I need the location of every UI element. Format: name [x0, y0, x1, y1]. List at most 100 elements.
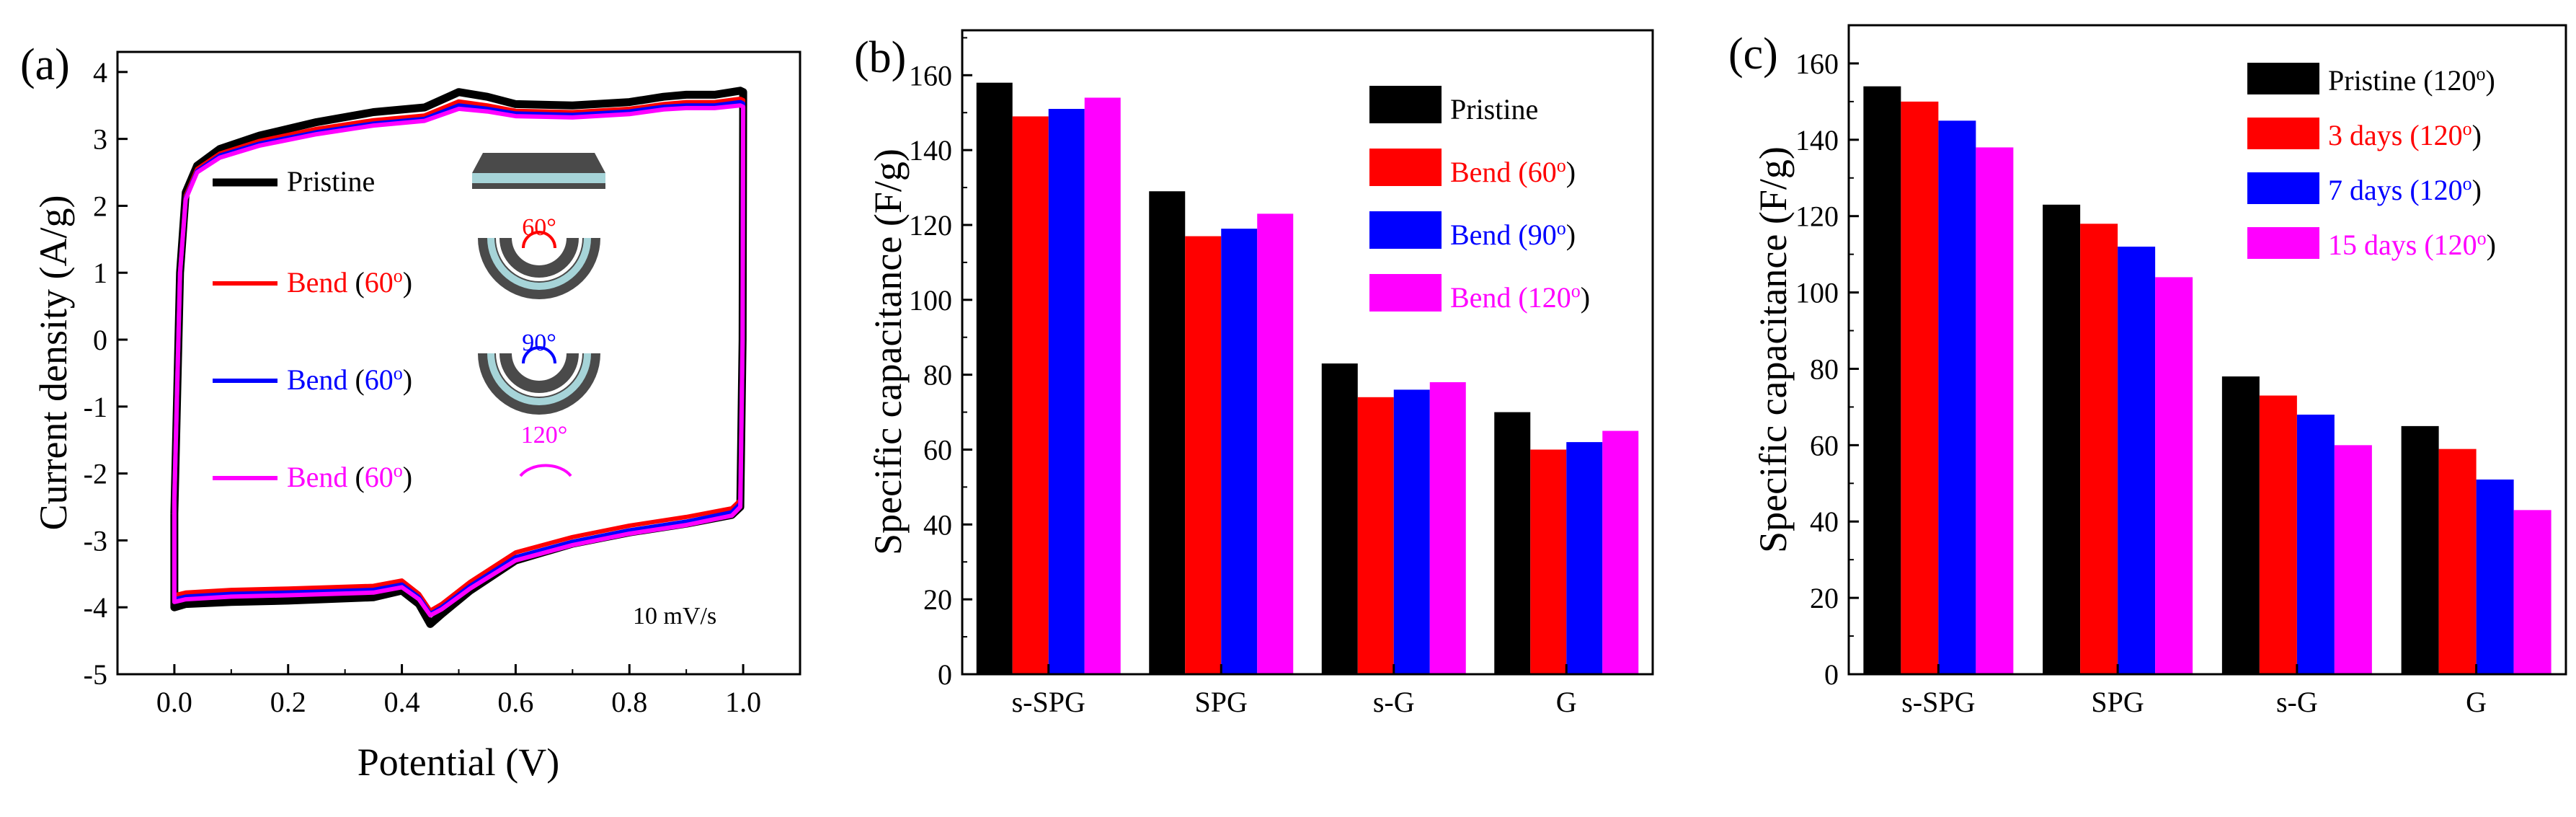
y-axis-title-b: Specific capacitance (F/g) — [866, 149, 910, 555]
y-tick-label: 20 — [1810, 582, 1839, 614]
y-tick-label: 140 — [909, 134, 952, 167]
x-tick-label-a: 0.4 — [384, 686, 420, 718]
bar-s-SPG-4 — [1976, 147, 2014, 675]
legend-entry-3: 7 days (120o) — [2328, 173, 2482, 207]
bend-120-angle-label: 120° — [521, 422, 568, 449]
y-tick-label: 0 — [1824, 658, 1839, 691]
legend-swatch — [1369, 211, 1442, 249]
bar-SPG-3 — [1221, 229, 1258, 675]
legend-entry-a-4: Bend (60o) — [287, 460, 412, 494]
axis-ticks-c: s-SPG SPG s-G G 0 20 40 60 80 100 120 140 160 — [1795, 48, 2487, 718]
bar-SPG-4 — [2155, 277, 2193, 675]
cv-curves — [170, 87, 747, 628]
y-tick-label: 140 — [1795, 124, 1839, 156]
x-tick-label: s-G — [1373, 686, 1415, 718]
flat-device-icon — [472, 153, 605, 173]
bar-G-2 — [1530, 449, 1567, 674]
legend-entry-2: 3 days (120o) — [2328, 118, 2482, 152]
bend-60-icon-outer — [478, 238, 600, 299]
legend-entry-a-3: Bend (60o) — [287, 363, 412, 397]
legend-entry-4: Bend (120o) — [1450, 281, 1590, 314]
bend-60-icon-layer — [487, 238, 591, 290]
bending-inset: 60° 90° 120° — [472, 153, 605, 477]
bar-s-SPG-1 — [1863, 86, 1901, 675]
x-tick-label-a: 0.2 — [270, 686, 306, 718]
legend-entry-4: 15 days (120o) — [2328, 228, 2496, 262]
y-tick-label-a: -4 — [84, 591, 107, 624]
bend-90-icon-angle-arc — [522, 346, 556, 364]
bar-s-G-2 — [2259, 395, 2297, 674]
bend-120-arc — [519, 464, 572, 477]
x-axis-title-a: Potential (V) — [357, 741, 559, 784]
axis-ticks-b: s-SPG SPG s-G G 0 20 40 60 80 100 120 140 160 — [909, 37, 1577, 718]
legend-swatch — [2247, 118, 2319, 149]
x-tick-label: G — [1556, 686, 1577, 718]
bend-90-icon-outer — [478, 353, 600, 415]
bar-SPG-2 — [1185, 236, 1222, 674]
bar-s-SPG-3 — [1938, 120, 1976, 675]
legend-entry-a-2: Bend (60o) — [287, 265, 412, 299]
bar-s-SPG-1 — [976, 82, 1013, 675]
bend-90-icon-inner — [499, 353, 579, 393]
flat-device-layer — [472, 173, 605, 183]
scan-rate-annotation: 10 mV/s — [633, 603, 716, 630]
y-tick-label: 160 — [1795, 48, 1839, 80]
bend-60-icon-angle-label: 60° — [522, 214, 556, 241]
legend-entry-3: Bend (90o) — [1450, 218, 1576, 252]
x-tick-label-a: 1.0 — [725, 686, 761, 718]
x-tick-label-a: 0.8 — [611, 686, 647, 718]
bar-s-G-2 — [1357, 397, 1394, 674]
panel-label-c: (c) — [1728, 30, 1778, 79]
bend-90-icon-angle-label: 90° — [522, 330, 556, 356]
cv-curve-1 — [170, 87, 747, 628]
y-tick-label: 120 — [909, 209, 952, 242]
legend-b: Pristine Bend (60o) Bend (90o) Bend (120o) — [1369, 86, 1590, 314]
bar-G-1 — [2401, 425, 2439, 674]
y-tick-label: 80 — [1810, 353, 1839, 385]
bar-G-1 — [1494, 412, 1531, 674]
legend-swatch — [2247, 227, 2319, 259]
bar-SPG-2 — [2080, 224, 2118, 674]
bar-SPG-1 — [1149, 191, 1186, 674]
y-tick-label: 80 — [923, 359, 952, 392]
bend-60-icon-angle-arc — [522, 231, 556, 249]
panel-a-cv-plot: 0.0 0.2 0.4 0.6 0.8 1.0 -5 -4 -3 -2 -1 0 1 2 3 4 Potent… — [32, 50, 801, 784]
x-tick-label: SPG — [1195, 686, 1248, 718]
y-tick-label-a: -5 — [84, 658, 107, 691]
y-tick-label: 0 — [938, 658, 952, 691]
bar-G-4 — [1602, 430, 1639, 674]
legend-swatch — [2247, 63, 2319, 94]
bar-s-SPG-2 — [1901, 101, 1939, 675]
y-tick-label: 100 — [1795, 277, 1839, 309]
flat-device-base — [472, 183, 605, 189]
x-tick-label: s-G — [2276, 686, 2318, 718]
bar-s-G-3 — [1393, 389, 1430, 674]
legend-swatch — [1369, 86, 1442, 123]
bar-G-3 — [1566, 442, 1603, 674]
y-tick-label-a: -2 — [84, 458, 107, 490]
bars-c — [1863, 86, 2551, 675]
bar-s-G-1 — [1321, 363, 1358, 674]
legend-c: Pristine (120o) 3 days (120o) 7 days (120o… — [2247, 63, 2496, 261]
x-tick-label-a: 0.6 — [497, 686, 533, 718]
axes-frame-b — [961, 29, 1654, 676]
legend-a: Pristine Bend (60o) Bend (60o) Bend (60o) — [213, 165, 412, 493]
bar-G-3 — [2476, 480, 2514, 674]
panel-b-bar-chart: s-SPG SPG s-G G 0 20 40 60 80 100 120 140 160 Specif… — [866, 29, 1654, 718]
legend-entry-a-1: Pristine — [287, 165, 375, 198]
x-tick-label-a: 0.0 — [156, 686, 192, 718]
panel-label-a: (a) — [20, 40, 70, 89]
y-tick-label-a: 0 — [93, 324, 107, 356]
bar-G-2 — [2438, 449, 2477, 674]
y-tick-label-a: -3 — [84, 524, 107, 557]
bar-s-G-3 — [2296, 415, 2335, 674]
legend-swatch — [1369, 274, 1442, 312]
bar-s-SPG-4 — [1084, 97, 1121, 674]
legend-entry-1: Pristine — [1450, 93, 1538, 125]
legend-swatch — [1369, 149, 1442, 186]
y-tick-label-a: 4 — [93, 56, 107, 89]
y-tick-label: 60 — [1810, 429, 1839, 462]
y-tick-label: 160 — [909, 59, 952, 92]
panel-label-b: (b) — [854, 33, 906, 82]
